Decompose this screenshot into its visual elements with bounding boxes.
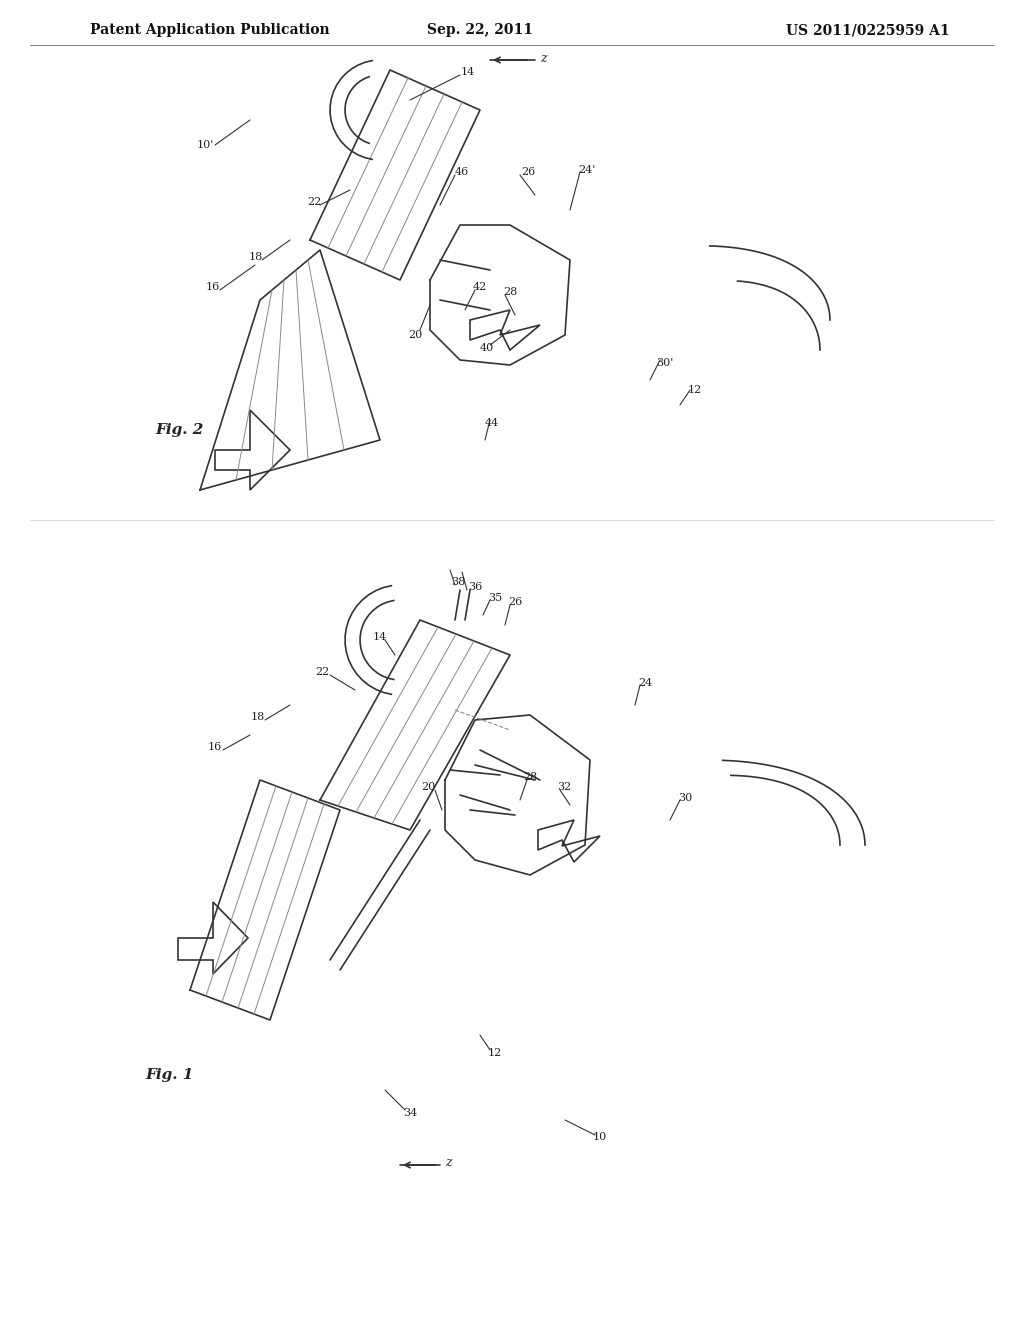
Text: 20: 20 (421, 781, 435, 792)
Text: 16: 16 (206, 282, 220, 292)
Text: 32: 32 (557, 781, 571, 792)
Text: Sep. 22, 2011: Sep. 22, 2011 (427, 22, 534, 37)
Text: z: z (540, 51, 547, 65)
Text: 10: 10 (593, 1133, 607, 1142)
Text: 14: 14 (373, 632, 387, 642)
Text: 26: 26 (508, 597, 522, 607)
Text: 22: 22 (307, 197, 322, 207)
Text: US 2011/0225959 A1: US 2011/0225959 A1 (786, 22, 950, 37)
Text: 16: 16 (208, 742, 222, 752)
Text: 22: 22 (314, 667, 329, 677)
Text: 18: 18 (249, 252, 263, 261)
Text: Patent Application Publication: Patent Application Publication (90, 22, 330, 37)
Text: z: z (444, 1156, 452, 1170)
Text: 46: 46 (455, 168, 469, 177)
Text: 12: 12 (487, 1048, 502, 1059)
Text: 28: 28 (503, 286, 517, 297)
Text: 42: 42 (473, 282, 487, 292)
Text: 26: 26 (521, 168, 536, 177)
Text: 20: 20 (408, 330, 422, 341)
Text: 34: 34 (402, 1107, 417, 1118)
Text: 10': 10' (197, 140, 214, 150)
Text: 36: 36 (468, 582, 482, 591)
Text: 30: 30 (678, 793, 692, 803)
Text: 44: 44 (485, 418, 499, 428)
Text: 35: 35 (487, 593, 502, 603)
Text: 30': 30' (656, 358, 674, 368)
Text: Fig. 2: Fig. 2 (155, 422, 204, 437)
Text: 28: 28 (523, 772, 538, 781)
Text: 24: 24 (638, 678, 652, 688)
Text: 38: 38 (451, 577, 465, 587)
Text: 12: 12 (688, 385, 702, 395)
Text: 24': 24' (579, 165, 596, 176)
Text: 40: 40 (480, 343, 495, 352)
Text: 18: 18 (251, 711, 265, 722)
Text: 14: 14 (461, 67, 475, 77)
Text: Fig. 1: Fig. 1 (145, 1068, 194, 1082)
